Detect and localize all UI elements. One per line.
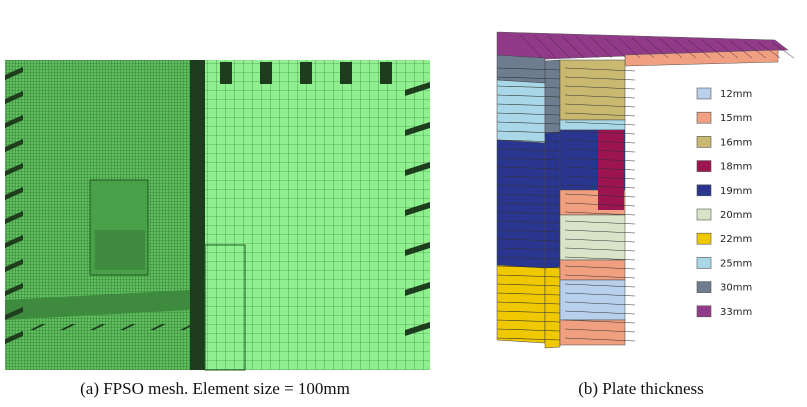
front-plate <box>560 215 625 260</box>
legend-label: 18mm <box>720 162 752 173</box>
legend-label: 22mm <box>720 234 752 245</box>
side-plate <box>497 80 545 143</box>
legend-label: 25mm <box>720 258 752 269</box>
legend-swatch <box>697 161 711 172</box>
stiffener <box>260 62 272 84</box>
legend-swatch <box>697 88 711 99</box>
legend-label: 19mm <box>720 186 752 197</box>
stiffener <box>300 62 312 84</box>
mesh-image <box>5 60 430 370</box>
legend-swatch <box>697 112 711 123</box>
legend-swatch <box>697 257 711 268</box>
legend-label: 15mm <box>720 113 752 124</box>
legend-swatch <box>697 136 711 147</box>
legend-label: 33mm <box>720 307 752 318</box>
front-plate <box>560 120 625 130</box>
front-plate <box>560 320 625 345</box>
legend-label: 12mm <box>720 89 752 100</box>
figure: (a) FPSO mesh. Element size = 100mm (b) … <box>0 0 807 407</box>
legend-label: 30mm <box>720 283 752 294</box>
stiffener <box>340 62 352 84</box>
legend-label: 20mm <box>720 210 752 221</box>
stiffener <box>380 62 392 84</box>
legend-swatch <box>697 233 711 244</box>
legend-swatch <box>697 282 711 293</box>
stiffener <box>220 62 232 84</box>
legend-swatch <box>697 185 711 196</box>
caption: (b) Plate thickness <box>578 379 704 398</box>
legend-swatch <box>697 306 711 317</box>
side-plate <box>545 132 560 268</box>
legend-swatch <box>697 209 711 220</box>
side-plate <box>497 265 545 343</box>
legend-label: 16mm <box>720 137 752 148</box>
side-plate <box>545 267 560 348</box>
caption: (a) FPSO mesh. Element size = 100mm <box>80 379 350 398</box>
